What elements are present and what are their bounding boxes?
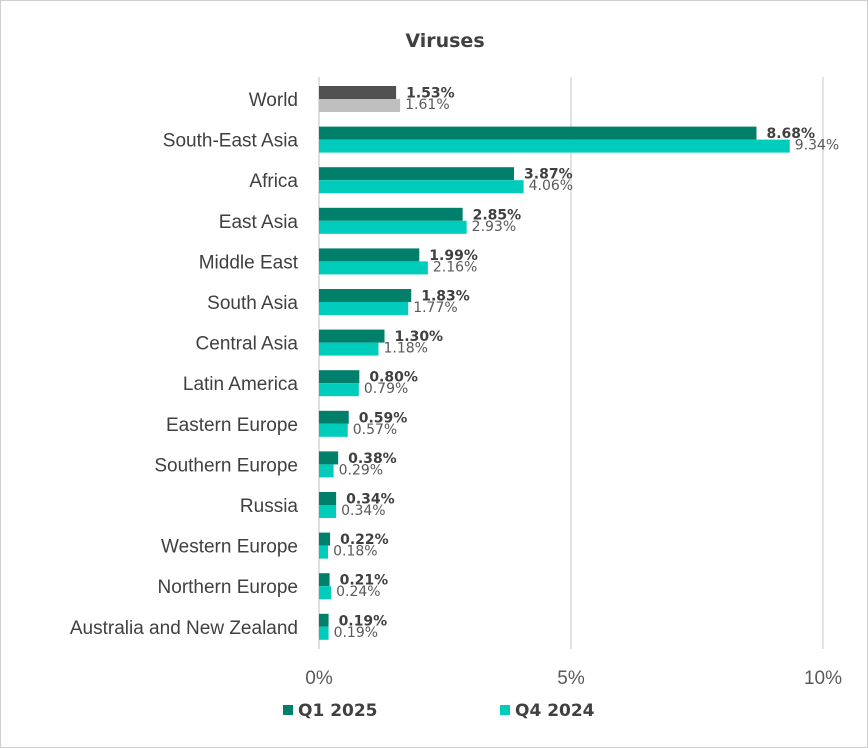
bar-q1-2025	[319, 492, 337, 505]
bar-q1-2025	[319, 126, 757, 140]
x-axis-ticks: 0% 5% 10%	[305, 668, 842, 689]
data-label-q1-2025: 1.83%	[421, 289, 470, 305]
data-label-q1-2025: 0.19%	[339, 613, 388, 629]
bar-q4-2024	[319, 464, 334, 478]
data-label-q1-2025: 0.22%	[340, 532, 389, 548]
category-label: Latin America	[183, 374, 299, 395]
bar-q4-2024	[319, 423, 348, 437]
data-label-q4-2024: 1.77%	[413, 300, 457, 316]
legend-swatch-q4-2024	[500, 705, 510, 715]
category-label: Australia and New Zealand	[70, 618, 298, 639]
data-label-q1-2025: 3.87%	[524, 167, 573, 183]
legend-label-q1-2025: Q1 2025	[298, 701, 378, 721]
data-label-q1-2025: 1.99%	[429, 248, 478, 264]
bar-q1-2025	[319, 86, 397, 99]
bar-q4-2024	[319, 180, 524, 194]
category-label: Middle East	[199, 252, 299, 273]
data-label-q1-2025: 2.85%	[473, 207, 522, 223]
category-label: World	[249, 90, 298, 111]
category-label: South-East Asia	[163, 131, 299, 152]
category-label: Africa	[249, 171, 298, 192]
category-label: Central Asia	[196, 334, 299, 355]
bar-q4-2024	[319, 383, 359, 397]
data-label-q4-2024: 1.18%	[383, 341, 427, 357]
category-label: Eastern Europe	[166, 415, 298, 436]
bar-q1-2025	[319, 410, 349, 424]
data-label-q4-2024: 0.18%	[333, 544, 377, 560]
bar-q4-2024	[319, 302, 409, 315]
category-label: South Asia	[207, 293, 298, 314]
legend-label-q4-2024: Q4 2024	[515, 701, 595, 721]
bar-q1-2025	[319, 248, 420, 262]
category-label: Southern Europe	[154, 455, 298, 476]
bar-q1-2025	[319, 532, 331, 546]
gridlines	[318, 77, 824, 649]
data-label-q4-2024: 2.93%	[472, 219, 516, 235]
bar-q4-2024	[319, 139, 790, 153]
bar-q4-2024	[319, 220, 467, 234]
data-label-q1-2025: 0.21%	[340, 573, 389, 589]
data-label-q4-2024: 0.24%	[336, 584, 380, 600]
category-labels: World South-East Asia Africa East Asia Middl…	[70, 90, 299, 639]
x-tick-label: 0%	[305, 668, 333, 689]
data-label-q4-2024: 0.79%	[364, 381, 408, 397]
bar-q4-2024	[319, 261, 428, 275]
bar-q1-2025	[319, 207, 463, 221]
category-label: Western Europe	[161, 537, 298, 558]
category-label: Russia	[240, 496, 299, 517]
bar-q1-2025	[319, 370, 360, 384]
data-label-q4-2024: 0.57%	[353, 422, 397, 438]
x-tick-label: 10%	[804, 668, 842, 689]
x-tick-label: 5%	[557, 668, 585, 689]
bar-q1-2025	[319, 451, 339, 465]
data-label-q1-2025: 0.80%	[369, 370, 418, 386]
bar-q4-2024	[319, 545, 329, 559]
bar-q1-2025	[319, 167, 515, 181]
bar-q4-2024	[319, 586, 332, 600]
data-label-q1-2025: 1.30%	[395, 329, 444, 345]
data-label-q1-2025: 0.34%	[346, 492, 395, 508]
bar-q4-2024	[319, 342, 379, 356]
data-label-q4-2024: 0.19%	[334, 625, 378, 641]
legend-swatch-q1-2025	[283, 705, 293, 715]
data-label-q1-2025: 0.38%	[348, 451, 397, 467]
bar-q4-2024	[319, 99, 401, 112]
data-labels: 1.53%1.61% 8.68%9.34% 3.87%4.06% 2.85%2.93%…	[333, 86, 839, 641]
category-label: East Asia	[219, 212, 299, 233]
category-label: Northern Europe	[158, 577, 298, 598]
data-label-q4-2024: 2.16%	[433, 259, 477, 275]
data-label-q1-2025: 1.53%	[406, 86, 455, 102]
data-label-q4-2024: 0.29%	[339, 462, 383, 478]
data-label-q1-2025: 8.68%	[766, 126, 815, 142]
bars	[319, 86, 790, 640]
data-label-q4-2024: 9.34%	[795, 138, 839, 154]
legend: Q1 2025 Q4 2024	[283, 701, 595, 721]
bar-q1-2025	[319, 573, 330, 587]
bar-q4-2024	[319, 505, 337, 518]
bar-q1-2025	[319, 289, 412, 302]
bar-q4-2024	[319, 626, 329, 640]
bar-q1-2025	[319, 613, 329, 627]
data-label-q1-2025: 0.59%	[359, 410, 408, 426]
data-label-q4-2024: 0.34%	[341, 503, 385, 519]
data-label-q4-2024: 4.06%	[529, 178, 573, 194]
bar-q1-2025	[319, 329, 385, 343]
data-label-q4-2024: 1.61%	[405, 97, 449, 113]
chart-title: Viruses	[405, 30, 484, 52]
